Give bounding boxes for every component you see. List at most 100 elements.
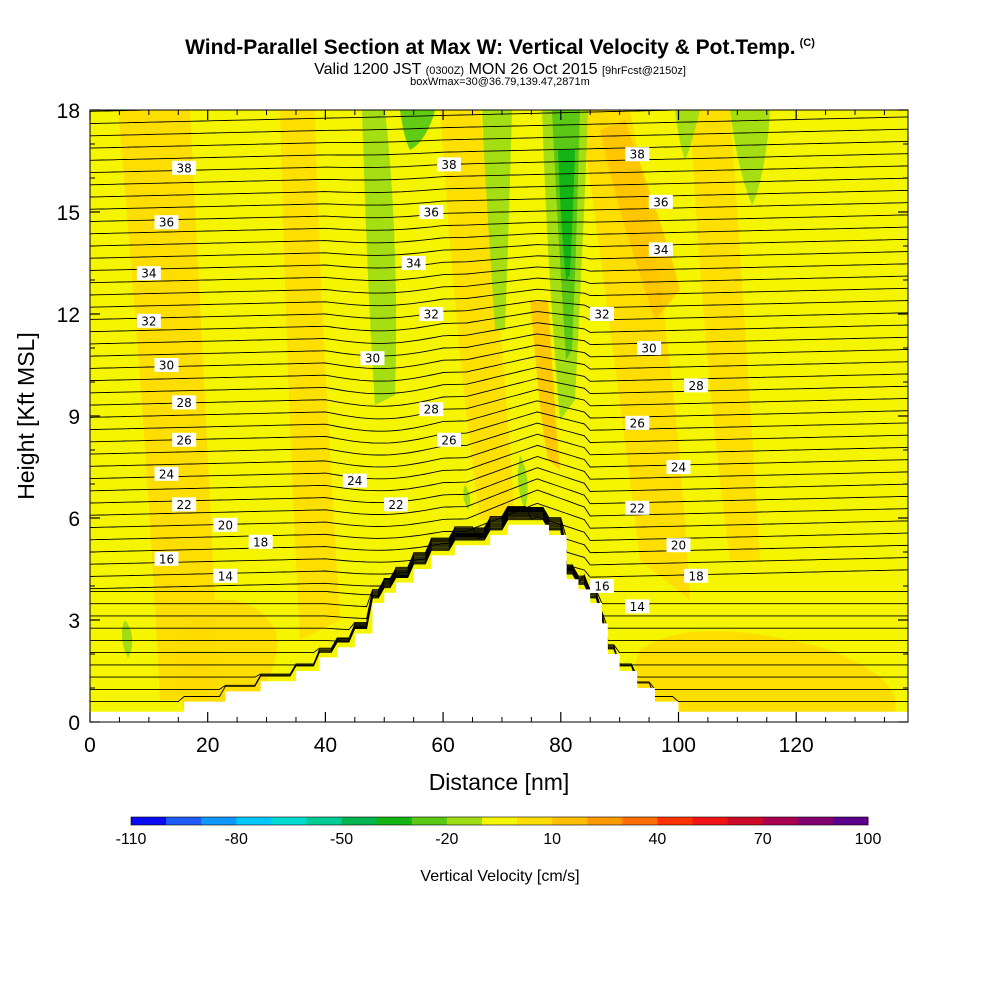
theta-label: 38 — [441, 158, 456, 172]
y-tick-label: 0 — [68, 712, 80, 735]
theta-label: 22 — [630, 501, 645, 515]
theta-contour-line — [90, 177, 908, 198]
x-tick-label: 100 — [661, 734, 696, 757]
box-wmax-info: boxWmax=30@36.79,139.47,2871m — [410, 76, 590, 88]
theta-contour-line — [90, 378, 908, 407]
colorbar-tick-label: 10 — [543, 831, 561, 848]
theta-contour-line — [90, 513, 908, 631]
theta-label: 16 — [594, 580, 609, 594]
colorbar: -110 -80 -50 -20 10 40 70 100 — [116, 816, 882, 848]
theta-contour-line — [90, 467, 908, 504]
updraft-shading-near-ground-right — [634, 631, 896, 712]
theta-label-box — [684, 568, 709, 583]
colorbar-swatch — [341, 817, 378, 825]
y-tick-label: 12 — [57, 304, 80, 327]
y-tick-label: 6 — [68, 508, 80, 531]
theta-contour-line — [90, 110, 170, 112]
theta-label: 34 — [141, 267, 156, 281]
downdraft-shading-ridge-spot — [517, 455, 528, 510]
theta-contour-line — [90, 509, 908, 590]
theta-label: 36 — [653, 195, 668, 209]
colorbar-swatch — [201, 817, 237, 825]
downdraft-shading-left-band-top — [400, 110, 435, 150]
theta-contour-line — [90, 263, 908, 284]
theta-label-box — [666, 538, 691, 553]
theta-label: 30 — [641, 342, 656, 356]
theta-contour-line — [90, 153, 908, 174]
theta-contour-line — [90, 238, 908, 259]
theta-label-box — [625, 415, 650, 430]
colorbar-swatch — [587, 817, 623, 825]
theta-label: 28 — [177, 396, 192, 410]
theta-contour-line — [90, 512, 908, 619]
theta-label: 36 — [159, 216, 174, 230]
theta-label-box — [154, 215, 179, 230]
theta-label-box — [684, 378, 709, 393]
theta-label-box — [648, 242, 673, 257]
theta-label-box — [589, 579, 614, 593]
theta-contour-line — [90, 422, 908, 456]
downdraft-shading-mid-band — [482, 110, 512, 330]
colorbar-swatch — [166, 817, 202, 825]
theta-label-box — [154, 358, 179, 372]
x-tick-label: 80 — [549, 734, 572, 757]
y-tick-label: 15 — [57, 202, 80, 225]
x-axis: 0 20 40 60 80 100 120 — [84, 110, 885, 757]
theta-contour-line — [90, 444, 908, 480]
colorbar-tick-label: 100 — [855, 831, 882, 848]
theta-label: 38 — [177, 161, 192, 175]
colorbar-tick-label: -20 — [435, 831, 458, 848]
theta-label: 32 — [594, 308, 609, 322]
theta-label: 34 — [406, 257, 421, 271]
theta-contour-line — [90, 214, 908, 235]
theta-label: 32 — [141, 314, 156, 328]
colorbar-swatch — [727, 817, 764, 825]
theta-label: 24 — [671, 461, 686, 475]
theta-contour-line — [90, 507, 908, 565]
colorbar-tick-label: 70 — [754, 831, 772, 848]
downdraft-shading-ridge-spot-2 — [463, 485, 471, 510]
theta-contour-line — [90, 433, 908, 468]
colorbar-swatch — [622, 817, 658, 825]
theta-contour-line — [90, 505, 908, 553]
theta-label-box — [589, 307, 614, 321]
theta-label-box — [360, 351, 385, 366]
theta-contour-line — [90, 344, 908, 370]
x-tick-label: 0 — [84, 734, 96, 757]
theta-contour-line — [90, 400, 908, 432]
theta-label: 32 — [424, 308, 439, 322]
theta-contour-line — [90, 514, 908, 643]
x-tick-label: 40 — [314, 734, 337, 757]
chart-subtitle: Valid 1200 JST (0300Z) MON 26 Oct 2015 [… — [0, 61, 1000, 79]
updraft-shading-near-ground-left — [178, 599, 278, 712]
theta-contour-line — [90, 518, 908, 690]
theta-contour-line — [90, 116, 908, 137]
theta-contour-line — [90, 251, 908, 271]
copyright-mark: (C) — [799, 37, 815, 49]
downdraft-shading-main-core-peak — [558, 150, 575, 280]
theta-contour-line — [90, 128, 908, 149]
x-tick-label: 120 — [779, 734, 814, 757]
colorbar-frame — [130, 816, 869, 826]
colorbar-swatch — [481, 817, 518, 825]
theta-contour-line — [90, 275, 908, 296]
theta-label-box — [172, 497, 197, 512]
downdraft-shading-left-band — [362, 110, 397, 405]
theta-label: 24 — [347, 474, 362, 488]
theta-contour-line — [90, 226, 908, 247]
theta-label-box — [625, 147, 650, 162]
theta-label-box — [213, 568, 238, 583]
theta-label: 38 — [630, 148, 645, 162]
theta-label-box — [419, 402, 444, 417]
theta-label-box — [154, 551, 179, 566]
theta-contour-line — [90, 511, 908, 608]
updraft-shading-left-column — [118, 110, 220, 700]
theta-contours — [90, 110, 908, 703]
colorbar-tick-label: -50 — [330, 831, 353, 848]
theta-label-box — [401, 256, 426, 270]
theta-label: 20 — [671, 539, 686, 553]
colorbar-swatch — [762, 817, 799, 825]
theta-contour-line — [90, 366, 908, 395]
colorbar-tick-label: 40 — [649, 831, 667, 848]
